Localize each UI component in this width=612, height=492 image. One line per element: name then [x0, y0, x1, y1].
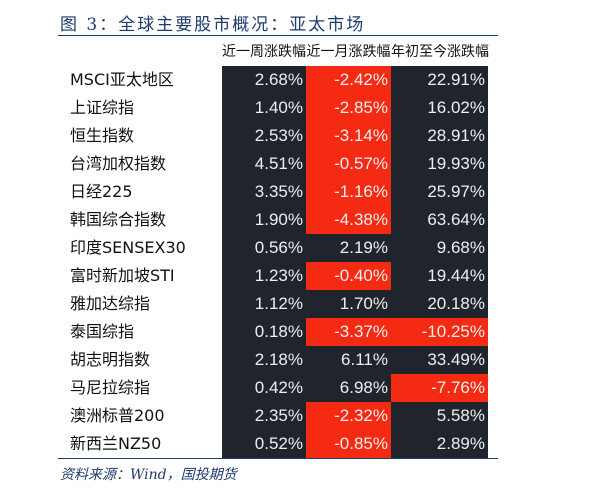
- ytd-change-cell: 22.91%: [427, 70, 485, 89]
- source-note: 资料来源：Wind，国投期货: [60, 467, 237, 483]
- ytd-change-cell: 9.68%: [436, 238, 485, 257]
- index-name: 上证综指: [70, 98, 135, 117]
- bottom-rule: [58, 458, 498, 459]
- ytd-change-cell: -10.25%: [391, 318, 488, 346]
- table-row: 胡志明指数 2.18% 6.11% 33.49%: [0, 346, 488, 374]
- index-name: 马尼拉综指: [70, 378, 151, 397]
- week-change-cell: 4.51%: [254, 154, 303, 173]
- table-row: 马尼拉综指 0.42% 6.98% -7.76%: [0, 374, 488, 402]
- month-change-cell: -4.38%: [306, 206, 391, 234]
- index-name: 日经225: [70, 182, 133, 201]
- week-change-cell: 3.35%: [254, 182, 303, 201]
- week-change-cell: 0.18%: [254, 322, 303, 341]
- month-change-cell: -3.37%: [306, 318, 391, 346]
- ytd-change-cell: 19.93%: [427, 154, 485, 173]
- week-change-cell: 2.35%: [254, 406, 303, 425]
- month-change-cell: -2.85%: [306, 94, 391, 122]
- table-row: 泰国综指 0.18% -3.37% -10.25%: [0, 318, 488, 346]
- ytd-change-cell: 20.18%: [427, 294, 485, 313]
- week-change-cell: 2.18%: [254, 350, 303, 369]
- table-row: MSCI亚太地区 2.68% -2.42% 22.91%: [0, 66, 488, 94]
- week-change-cell: 1.90%: [254, 210, 303, 229]
- index-name: 韩国综合指数: [70, 210, 167, 229]
- index-name: 富时新加坡STI: [70, 266, 175, 285]
- table-row: 澳洲标普200 2.35% -2.32% 5.58%: [0, 402, 488, 430]
- week-change-cell: 0.42%: [254, 378, 303, 397]
- index-name: 恒生指数: [70, 126, 135, 145]
- index-name: 印度SENSEX30: [70, 238, 186, 257]
- week-change-cell: 2.68%: [254, 70, 303, 89]
- table-row: 印度SENSEX30 0.56% 2.19% 9.68%: [0, 234, 488, 262]
- month-change-cell: -0.40%: [306, 262, 391, 290]
- index-name: 胡志明指数: [70, 350, 151, 369]
- week-change-cell: 1.12%: [254, 294, 303, 313]
- table-row: 台湾加权指数 4.51% -0.57% 19.93%: [0, 150, 488, 178]
- week-change-cell: 1.23%: [254, 266, 303, 285]
- index-name: 泰国综指: [70, 322, 135, 341]
- ytd-change-cell: 16.02%: [427, 98, 485, 117]
- month-change-cell: 2.19%: [339, 238, 388, 257]
- table-row: 日经225 3.35% -1.16% 25.97%: [0, 178, 488, 206]
- index-name: 台湾加权指数: [70, 154, 167, 173]
- index-name: 澳洲标普200: [70, 406, 165, 425]
- month-change-cell: -3.14%: [306, 122, 391, 150]
- week-change-cell: 0.56%: [254, 238, 303, 257]
- figure-title: 图 3：全球主要股市概况：亚太市场: [60, 15, 366, 35]
- month-change-cell: 1.70%: [339, 294, 388, 313]
- table-row: 上证综指 1.40% -2.85% 16.02%: [0, 94, 488, 122]
- month-change-cell: 6.11%: [341, 350, 388, 369]
- month-change-cell: -1.16%: [306, 178, 391, 206]
- index-name: 新西兰NZ50: [70, 434, 162, 453]
- month-change-cell: -2.42%: [306, 66, 391, 94]
- month-change-cell: -0.57%: [306, 150, 391, 178]
- ytd-change-cell: 28.91%: [427, 126, 485, 145]
- month-change-cell: -0.85%: [306, 430, 391, 458]
- table-row: 雅加达综指 1.12% 1.70% 20.18%: [0, 290, 488, 318]
- ytd-change-cell: 33.49%: [427, 350, 485, 369]
- week-change-cell: 0.52%: [254, 434, 303, 453]
- top-rule: [58, 35, 498, 36]
- table-row: 富时新加坡STI 1.23% -0.40% 19.44%: [0, 262, 488, 290]
- ytd-change-cell: -7.76%: [391, 374, 488, 402]
- table-row: 韩国综合指数 1.90% -4.38% 63.64%: [0, 206, 488, 234]
- month-change-cell: 6.98%: [339, 378, 388, 397]
- ytd-change-cell: 2.89%: [436, 434, 485, 453]
- header-ytd: 年初至今涨跌幅: [391, 44, 489, 60]
- ytd-change-cell: 25.97%: [427, 182, 485, 201]
- table-row: 新西兰NZ50 0.52% -0.85% 2.89%: [0, 430, 488, 458]
- index-name: MSCI亚太地区: [70, 70, 174, 89]
- header-week: 近一周涨跌幅: [222, 44, 306, 60]
- ytd-change-cell: 5.58%: [436, 406, 485, 425]
- ytd-change-cell: 63.64%: [427, 210, 485, 229]
- index-name: 雅加达综指: [70, 294, 151, 313]
- week-change-cell: 1.40%: [254, 98, 303, 117]
- week-change-cell: 2.53%: [254, 126, 303, 145]
- ytd-change-cell: 19.44%: [427, 266, 485, 285]
- month-change-cell: -2.32%: [306, 402, 391, 430]
- table-row: 恒生指数 2.53% -3.14% 28.91%: [0, 122, 488, 150]
- header-month: 近一月涨跌幅: [306, 44, 391, 60]
